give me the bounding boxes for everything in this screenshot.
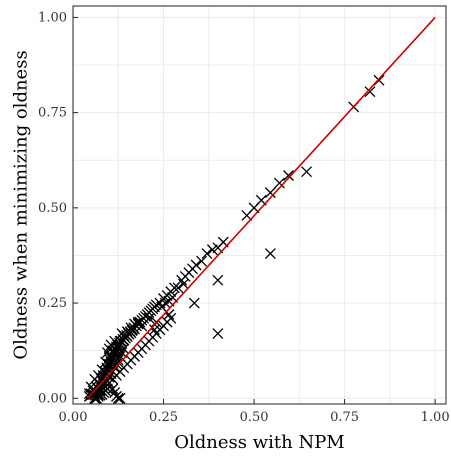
data-point (112, 392, 124, 404)
x-tick-label: 0.25 (149, 410, 178, 425)
data-point (196, 255, 208, 267)
y-tick-label: 0.25 (38, 296, 67, 311)
data-point (283, 170, 294, 181)
data-point (103, 371, 115, 383)
data-point (165, 312, 177, 324)
data-point (190, 259, 202, 271)
data-point (188, 297, 200, 309)
data-point (212, 328, 224, 340)
data-point (264, 187, 276, 199)
data-point (118, 343, 130, 355)
data-point (107, 383, 119, 395)
x-tick-label: 0.50 (240, 410, 269, 425)
data-point (114, 392, 126, 404)
y-tick-label: 0.00 (38, 391, 67, 406)
data-point (129, 318, 141, 330)
y-tick-label: 0.50 (38, 201, 67, 216)
reference-line (86, 16, 436, 399)
data-point (129, 323, 141, 335)
y-tick-label: 1.00 (38, 10, 67, 25)
data-point (116, 328, 128, 340)
x-tick-label: 1.00 (421, 410, 450, 425)
data-point (201, 248, 213, 260)
data-point (212, 274, 224, 286)
data-point (177, 278, 189, 290)
data-point (101, 375, 113, 387)
data-point (101, 347, 113, 359)
y-tick-label: 0.75 (38, 106, 67, 121)
data-point (101, 383, 113, 395)
data-points (83, 74, 385, 404)
x-tick-label: 0.75 (330, 410, 359, 425)
x-tick-label: 0.00 (59, 410, 88, 425)
data-point (273, 177, 285, 189)
plot-frame (72, 5, 447, 405)
grid (72, 6, 446, 404)
data-point (100, 356, 112, 368)
y-axis-title: Oldness when minimizing oldness (10, 50, 31, 359)
data-point (172, 282, 184, 294)
data-point (264, 248, 276, 260)
data-point (143, 312, 155, 324)
x-axis-title: Oldness with NPM (174, 432, 344, 453)
data-point (103, 343, 115, 355)
axis-ticks: 0.00 0.25 0.50 0.75 1.00 0.00 0.25 0.50 0.75 1.00 (38, 10, 450, 425)
data-point (159, 297, 171, 309)
data-point (112, 354, 124, 366)
data-point (110, 358, 122, 370)
data-point (364, 86, 376, 98)
data-point (301, 166, 313, 178)
